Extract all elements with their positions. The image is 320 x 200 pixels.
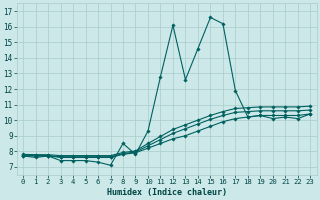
X-axis label: Humidex (Indice chaleur): Humidex (Indice chaleur) bbox=[107, 188, 227, 197]
